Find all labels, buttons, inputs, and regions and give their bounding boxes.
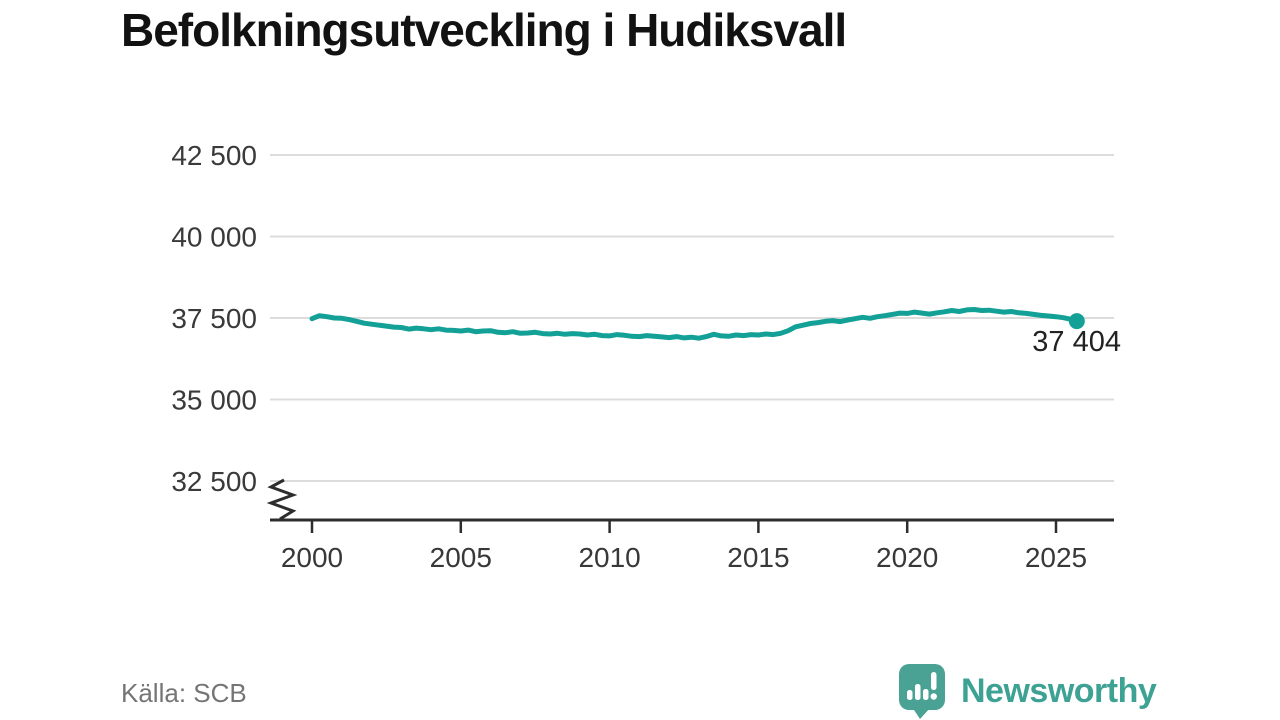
logo-bar-tall — [915, 684, 921, 700]
x-tick-label: 2025 — [1025, 542, 1087, 573]
newsworthy-logo-icon — [899, 664, 945, 719]
y-tick-label: 37 500 — [171, 303, 257, 334]
y-tick-label: 40 000 — [171, 222, 257, 253]
population-line — [309, 307, 1080, 341]
y-tick-label: 42 500 — [171, 140, 257, 171]
x-tick-label: 2005 — [430, 542, 492, 573]
x-tick-label: 2010 — [578, 542, 640, 573]
x-tick-label: 2000 — [281, 542, 343, 573]
newsworthy-logo: Newsworthy — [898, 663, 1157, 719]
logo-bar-medium — [923, 689, 929, 700]
logo-exclamation-dot — [930, 693, 937, 700]
logo-bubble — [899, 664, 945, 710]
newsworthy-logo-text: Newsworthy — [961, 672, 1157, 710]
logo-bubble-tail — [912, 707, 931, 719]
x-tick-label: 2015 — [727, 542, 789, 573]
x-tick-label: 2020 — [876, 542, 938, 573]
axis-break-icon — [266, 478, 298, 521]
y-tick-label: 32 500 — [171, 466, 257, 497]
y-tick-label: 35 000 — [171, 385, 257, 416]
end-value-label: 37 404 — [1032, 326, 1121, 358]
end-point-dot — [1068, 313, 1085, 330]
logo-bar-small — [907, 690, 913, 700]
logo-exclamation-stem — [931, 672, 937, 690]
source-note: Källa: SCB — [121, 678, 247, 708]
chart-title: Befolkningsutveckling i Hudiksvall — [121, 4, 847, 56]
